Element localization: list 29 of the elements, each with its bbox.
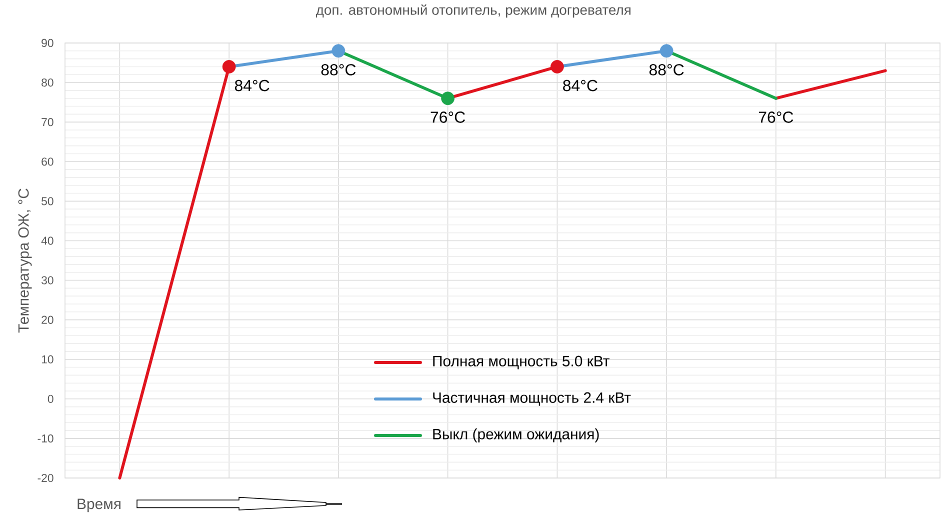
y-tick-label: -20 [38, 474, 54, 482]
y-tick-label: 60 [42, 158, 54, 166]
y-tick-label: 70 [42, 118, 54, 126]
y-tick-label: 50 [42, 197, 54, 206]
point [222, 60, 236, 74]
y-tick-label: 0 [48, 394, 54, 403]
data-label: 84°C [234, 80, 270, 92]
y-tick-label: 20 [42, 316, 54, 324]
data-label: 84°C [563, 80, 598, 92]
legend-label: Выкл (режим ожидания) [433, 428, 599, 442]
x-axis-title: Время [78, 498, 120, 512]
point [441, 92, 455, 106]
y-tick-label: 10 [42, 355, 54, 364]
y-tick-label: -10 [38, 434, 54, 443]
data-label: 76°C [758, 112, 794, 123]
y-tick-label: 80 [42, 78, 54, 87]
point [660, 44, 674, 58]
legend-label: Полная мощность 5.0 кВт [433, 356, 610, 370]
y-tick-label: 30 [41, 276, 54, 284]
data-label: 88°C [649, 64, 684, 76]
data-label: 76°C [430, 112, 466, 123]
legend-label: Частичная мощность 2.4 кВт [433, 392, 631, 406]
point [550, 60, 564, 74]
y-tick-label: 40 [41, 236, 54, 245]
chart-title: доп. автономный отопитель, режим догревателя [316, 4, 630, 18]
y-axis-title: Температура ОЖ, °C [18, 188, 32, 333]
data-label: 88°C [321, 64, 356, 76]
y-tick-label: 90 [42, 38, 54, 48]
point [332, 44, 346, 58]
